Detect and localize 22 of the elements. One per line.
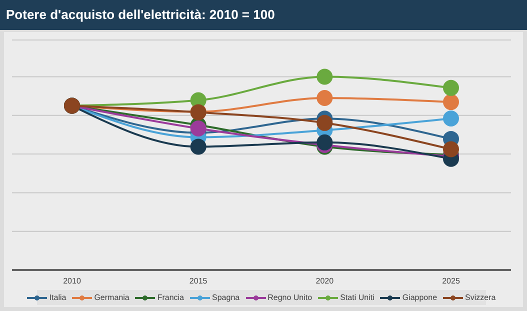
point (443, 80, 459, 96)
legend-label: Italia (48, 293, 66, 302)
legend-label: Regno Unito (266, 293, 312, 302)
point (443, 94, 459, 110)
x-tick-label: 2010 (63, 276, 82, 286)
point (443, 141, 459, 158)
point (443, 110, 459, 126)
chart-title: Potere d'acquisto dell'elettricità: 2010 = 100 (0, 0, 527, 30)
legend-label: Spagna (211, 293, 240, 302)
legend-label: Francia (156, 293, 184, 302)
point (316, 68, 333, 85)
point (190, 120, 206, 137)
x-tick-label: 2025 (442, 276, 460, 286)
point (190, 138, 206, 155)
point (316, 90, 333, 106)
legend-label: Svizzera (464, 293, 496, 302)
legend-label: Stati Uniti (339, 293, 374, 302)
legend-label: Giappone (401, 293, 438, 302)
legend-label: Germania (93, 293, 130, 302)
x-tick-label: 2015 (189, 276, 208, 286)
point (316, 114, 333, 131)
x-tick-label: 2020 (316, 276, 334, 286)
